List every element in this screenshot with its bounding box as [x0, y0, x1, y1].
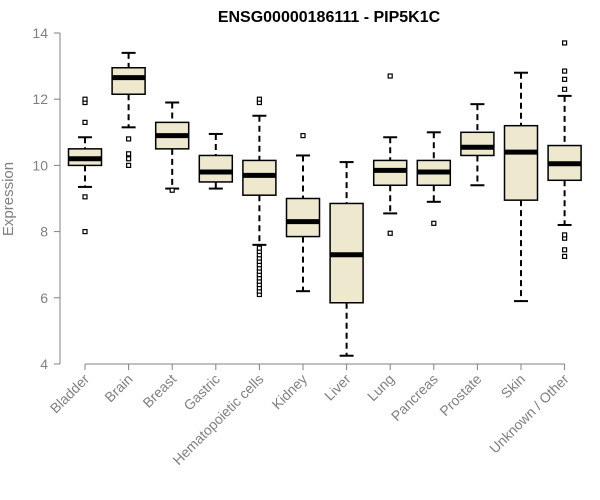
x-tick-label: Bladder — [47, 371, 93, 417]
box-series — [67, 40, 582, 357]
outlier-point — [561, 232, 568, 238]
box-group — [372, 73, 408, 236]
outlier-point — [387, 73, 393, 79]
outlier-point — [256, 245, 262, 251]
y-tick-label: 12 — [32, 91, 48, 107]
x-tick-label: Brain — [101, 371, 135, 405]
box-group — [242, 96, 277, 298]
x-tick-label: Kidney — [269, 371, 311, 413]
chart-title: ENSG00000186111 - PIP5K1C — [218, 9, 441, 26]
x-tick-label: Lung — [364, 371, 397, 404]
outlier-point — [431, 220, 437, 226]
outlier-point — [82, 194, 88, 200]
box-group — [67, 96, 103, 235]
x-tick-label: Unknown / Other — [486, 371, 572, 457]
outlier-point — [561, 40, 568, 46]
y-axis-label: Expression — [0, 162, 17, 236]
box-iqr — [503, 124, 539, 201]
box-group — [111, 51, 146, 168]
outlier-point — [125, 156, 132, 162]
x-tick-label: Prostate — [436, 371, 484, 419]
y-tick-label: 14 — [32, 25, 48, 41]
x-tick-label: Gastric — [180, 371, 223, 414]
box-group — [329, 161, 364, 357]
outlier-point — [125, 151, 132, 157]
box-iqr — [285, 197, 321, 238]
outlier-point — [82, 96, 88, 102]
box-group — [547, 40, 582, 260]
x-tick-label: Skin — [498, 371, 529, 402]
box-group — [416, 131, 452, 226]
x-tick-label: Breast — [139, 371, 179, 411]
outlier-point — [256, 96, 262, 102]
box-group — [154, 101, 190, 193]
box-group — [285, 133, 321, 293]
box-iqr — [111, 67, 146, 95]
outlier-point — [125, 162, 132, 168]
box-group — [460, 103, 495, 187]
outlier-point — [561, 86, 568, 92]
box-group — [198, 132, 234, 190]
box-group — [503, 71, 539, 303]
x-tick-label: Pancreas — [388, 371, 441, 424]
y-axis: 4 6 8 10 12 14 — [32, 25, 61, 372]
outlier-point — [82, 119, 88, 125]
y-tick-label: 8 — [40, 224, 48, 240]
outlier-point — [561, 76, 568, 82]
y-tick-label: 6 — [40, 290, 48, 306]
outlier-point — [300, 133, 306, 139]
y-tick-label: 4 — [40, 356, 48, 372]
outlier-point — [387, 230, 393, 236]
box-iqr — [460, 131, 495, 157]
outlier-point — [561, 247, 568, 253]
box-iqr — [198, 154, 234, 183]
outlier-point — [169, 187, 175, 193]
outlier-point — [125, 136, 132, 142]
y-tick-label: 10 — [32, 157, 48, 173]
outlier-point — [561, 253, 568, 260]
x-tick-label: Liver — [321, 371, 354, 404]
outlier-point — [561, 68, 568, 74]
outlier-point — [82, 229, 88, 235]
